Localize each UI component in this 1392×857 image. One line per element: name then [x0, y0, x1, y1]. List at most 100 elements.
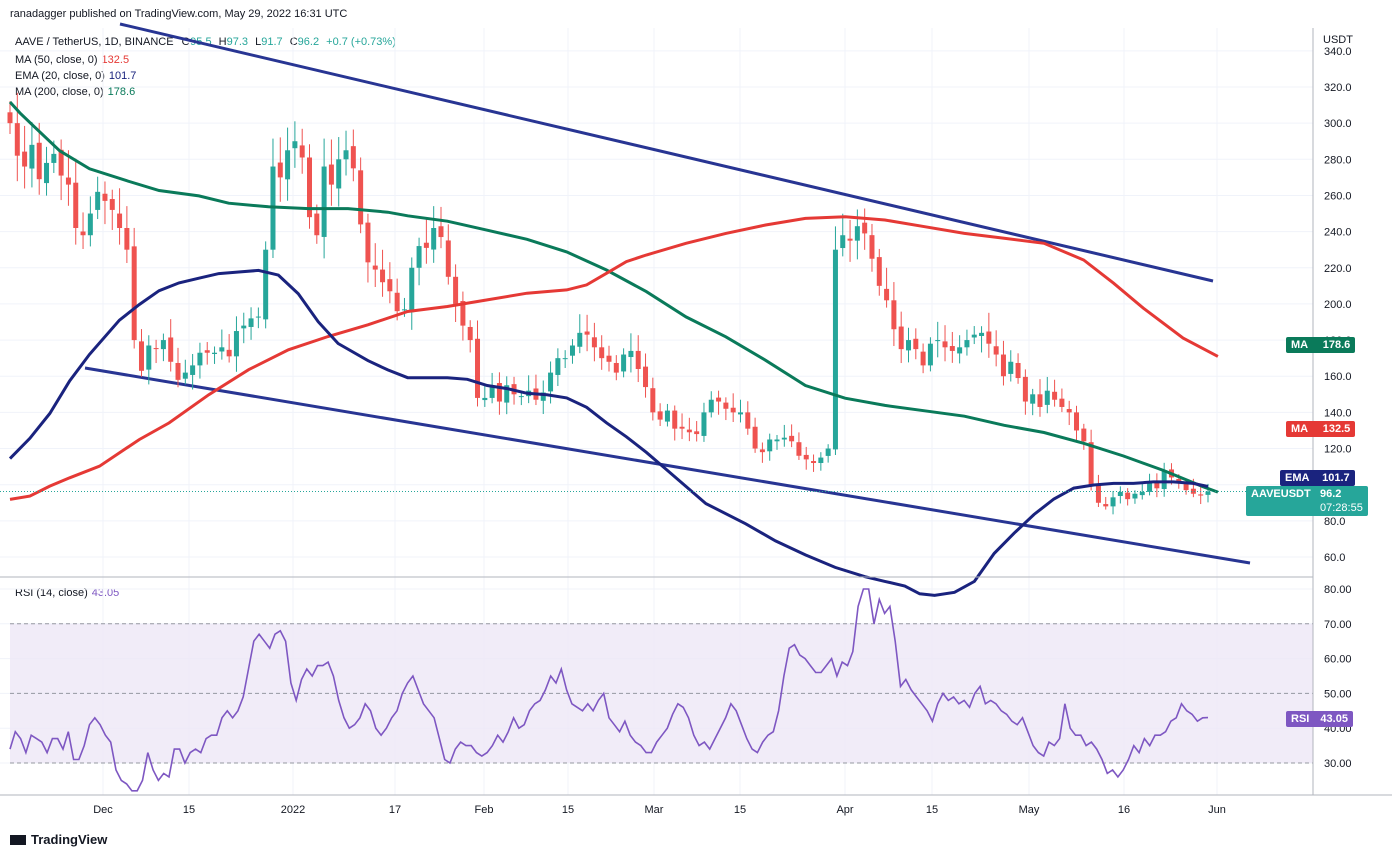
candle-body	[44, 162, 50, 184]
candle-body	[927, 343, 933, 366]
candle-body	[796, 442, 802, 456]
time-tick-label: Apr	[836, 804, 853, 816]
close-label: C	[289, 36, 298, 48]
price-tick-label: 120.0	[1324, 444, 1352, 456]
ema20-legend[interactable]: EMA (20, close, 0) 101.7	[15, 70, 136, 82]
ma200-legend-label: MA (200, close, 0)	[15, 86, 104, 98]
time-tick-label: 15	[734, 804, 746, 816]
candle-body	[548, 372, 554, 392]
price-tick-label: 60.0	[1324, 552, 1345, 564]
rsi-series-line	[9, 588, 1209, 792]
price-tick-label: 340.0	[1324, 46, 1352, 58]
close-value: 96.2	[297, 36, 320, 48]
candle-body	[307, 157, 312, 218]
candle-body	[657, 411, 663, 420]
currency-label: USDT	[1323, 34, 1353, 46]
time-tick-label: Mar	[645, 804, 664, 816]
candle-body	[51, 153, 57, 163]
ma50-price-tag: MA 132.5	[1286, 421, 1356, 437]
candle-body	[409, 267, 415, 313]
tv-logo-icon	[10, 835, 26, 845]
candle-body	[496, 383, 502, 402]
ma50-legend-label: MA (50, close, 0)	[15, 54, 98, 66]
ma200-legend[interactable]: MA (200, close, 0) 178.6	[15, 86, 135, 98]
candle-body	[372, 265, 378, 270]
published-byline: ranadagger published on TradingView.com,…	[10, 8, 348, 20]
candle-body	[1052, 391, 1058, 400]
rsi-price-tag: RSI 43.05	[1286, 711, 1353, 727]
candle-body	[730, 407, 736, 413]
candle-body	[599, 347, 605, 359]
candle-body	[292, 141, 298, 149]
candle-body	[453, 276, 459, 304]
candle-body	[847, 238, 853, 241]
candle-body	[212, 352, 218, 354]
open-label: O	[181, 36, 191, 48]
tradingview-logo[interactable]: TradingView	[10, 832, 107, 847]
candle-body	[365, 222, 371, 263]
rsi-line	[9, 588, 1209, 792]
candle-body	[1125, 492, 1131, 500]
channel-lines	[84, 22, 1251, 565]
candle-body	[1037, 394, 1043, 407]
price-tick-label: 260.0	[1324, 190, 1352, 202]
candle-body	[22, 151, 28, 167]
ma200-legend-value: 178.6	[107, 86, 136, 98]
candle-body	[811, 461, 817, 463]
symbol-legend[interactable]: AAVE / TetherUS, 1D, BINANCE O95.5 H97.3…	[15, 36, 396, 48]
candle-body	[935, 340, 941, 342]
rsi-legend[interactable]: RSI (14, close) 43.05	[15, 587, 119, 599]
candle-body	[906, 340, 911, 351]
candle-body	[190, 365, 196, 375]
candle-body	[774, 439, 780, 442]
candle-body	[862, 222, 868, 234]
candle-body	[1205, 491, 1211, 495]
rsi-tick-label: 50.00	[1324, 688, 1352, 700]
price-tick-label: 200.0	[1324, 299, 1352, 311]
candle-body	[584, 331, 590, 335]
candle-body	[1066, 409, 1072, 413]
candle-body	[168, 337, 174, 362]
rsi-tag-value: 43.05	[1320, 713, 1348, 725]
ema20-line	[8, 268, 1209, 597]
candle-body	[146, 345, 152, 370]
rsi-tick-label: 80.00	[1324, 584, 1352, 596]
candle-body	[438, 226, 444, 238]
candle-body	[942, 341, 948, 348]
candle-body	[759, 449, 765, 453]
candle-body	[986, 331, 992, 344]
candle-body	[884, 288, 890, 301]
candle-body	[416, 246, 422, 268]
rsi-tag-label: RSI	[1291, 713, 1310, 725]
time-tick-label: 15	[926, 804, 938, 816]
candle-body	[7, 112, 13, 124]
price-tick-label: 240.0	[1324, 227, 1352, 239]
candle-body	[14, 123, 20, 156]
candle-body	[1044, 390, 1050, 405]
candle-body	[1198, 494, 1204, 496]
candle-body	[957, 347, 963, 354]
candle-body	[562, 358, 568, 360]
candle-body	[869, 235, 875, 259]
axes: 340.0 320.0 300.0 280.0 260.0 240.0 220.0 200.0…	[0, 28, 1392, 816]
rsi-tick-label: 30.00	[1324, 758, 1352, 770]
candle-body	[825, 448, 831, 456]
ma50-legend[interactable]: MA (50, close, 0) 132.5	[15, 54, 129, 66]
candle-body	[591, 337, 597, 348]
candle-body	[95, 191, 101, 210]
ema20-tag-value: 101.7	[1322, 472, 1350, 484]
candle-body	[160, 340, 166, 350]
ma200-tag-value: 178.6	[1322, 339, 1351, 351]
time-tick-label: 17	[389, 804, 401, 816]
candle-body	[752, 426, 758, 449]
ma200-line	[8, 100, 1219, 494]
candle-body	[138, 341, 144, 371]
candle-body	[1117, 491, 1123, 497]
candle-body	[971, 334, 977, 338]
candle-body	[1154, 481, 1160, 489]
price-tick-label: 300.0	[1324, 118, 1352, 130]
candle-body	[518, 396, 524, 398]
candle-body	[482, 397, 488, 401]
time-tick-label: Jun	[1208, 804, 1226, 816]
